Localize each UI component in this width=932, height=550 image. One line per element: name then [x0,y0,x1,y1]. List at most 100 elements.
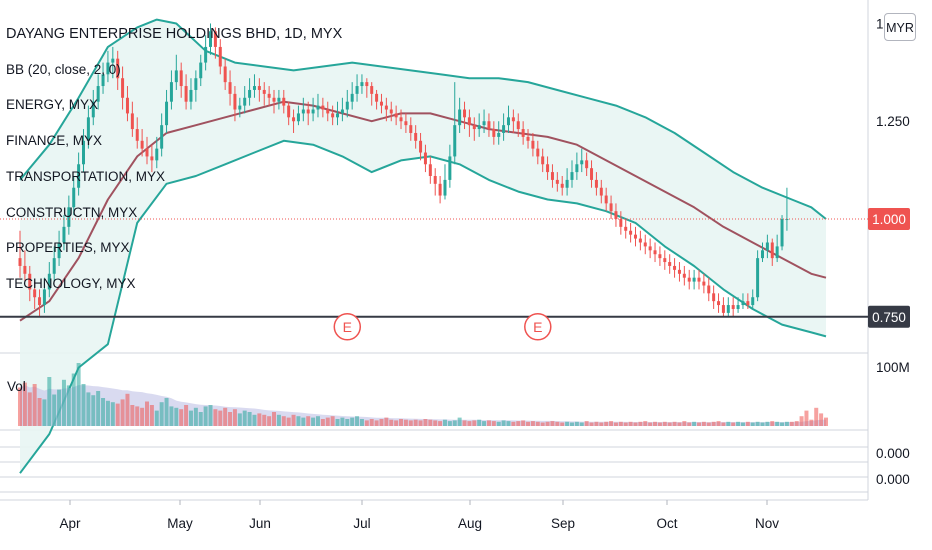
time-tick-label: Jul [353,516,370,531]
candle-body [643,242,647,247]
volume-bar [267,416,272,426]
candle-body [184,86,188,102]
candle-body [165,101,169,126]
candle-body [155,148,159,161]
volume-bar [628,421,633,426]
candle-body [712,293,716,302]
volume-bar [692,421,697,426]
candle-body [331,113,335,118]
compare-energy[interactable]: ENERGY, MYX [6,97,99,112]
bollinger-fill [20,19,826,474]
currency-button[interactable]: MYR [884,13,916,41]
candle-body [428,164,432,176]
candle-body [419,140,423,153]
candle-body [756,258,760,298]
volume-bar [653,421,658,426]
symbol-title[interactable]: DAYANG ENTERPRISE HOLDINGS BHD, 1D, MYX [6,26,343,42]
volume-bar [511,421,516,426]
volume-bar [81,384,86,426]
candle-body [648,246,652,251]
volume-bar [125,393,130,426]
candle-body [311,109,315,114]
volume-bar [257,413,262,426]
compare-finance[interactable]: FINANCE, MYX [6,133,103,148]
candle-body [516,121,520,130]
candle-body [619,219,623,227]
candle-body [751,297,755,306]
candle-body [765,242,769,251]
subpane-tick-label: 0.000 [876,446,910,461]
candle-body [223,66,227,83]
candle-body [692,277,696,282]
candle-body [394,113,398,118]
candle-body [770,242,774,259]
volume-bar [569,422,574,426]
volume-bar [193,407,198,426]
volume-bar [149,405,154,426]
volume-bar [452,420,457,426]
volume-tick-label: 100M [876,360,910,375]
volume-bar [272,412,277,426]
compare-technology[interactable]: TECHNOLOGY, MYX [6,276,136,291]
candle-body [443,179,447,196]
candle-body [604,195,608,204]
volume-bar [247,412,252,426]
time-tick-label: Jun [249,516,271,531]
volume-bar [526,421,531,426]
candle-body [194,78,198,90]
volume-bar [394,420,399,426]
volume-bar [765,421,770,426]
candle-body [546,164,550,173]
volume-bar [22,382,27,426]
volume-bar [662,421,667,426]
candle-body [570,172,574,180]
volume-bar [496,421,501,426]
candle-body [453,125,457,157]
level-badge: 0.750 [868,305,910,328]
time-tick-label: Oct [656,516,677,531]
volume-bar [384,417,389,426]
volume-bar [301,417,306,426]
candle-body [292,117,296,122]
earnings-marker-circle [333,313,362,341]
candle-body [726,305,730,313]
candle-body [326,109,330,114]
candle-body [57,242,61,259]
volume-bar [418,420,423,426]
compare-transportation[interactable]: TRANSPORTATION, MYX [6,169,166,184]
indicator-bb[interactable]: BB (20, close, 2, 0) [6,62,121,77]
volume-bar [311,417,316,426]
candle-body [668,262,672,266]
volume-bar [467,421,472,426]
volume-bar [770,421,775,426]
candle-body [272,97,276,102]
candle-body [345,101,349,110]
candle-body [687,277,691,282]
candle-body [135,129,139,141]
candle-body [746,301,750,306]
volume-bar [736,421,741,426]
candle-body [306,109,310,114]
volume-bar [804,410,809,426]
candle-body [585,160,589,169]
volume-bar [223,407,228,426]
candle-body [375,93,379,102]
candle-body [209,31,213,47]
volume-bar [648,422,653,426]
candle-body [101,74,105,87]
price-tick-label: 1.250 [876,114,910,129]
volume-bar [140,407,145,426]
candle-body [340,109,344,114]
volume-bar [379,419,384,426]
candle-body [125,97,129,114]
volume-bar [145,401,150,426]
volume-bar [560,422,565,426]
candle-body [199,62,203,79]
compare-constructn[interactable]: CONSTRUCTN, MYX [6,205,138,220]
volume-bar [696,422,701,426]
compare-properties[interactable]: PROPERTIES, MYX [6,240,130,255]
volume-bar [96,391,101,426]
candle-body [116,58,120,79]
volume-bar [252,414,257,426]
